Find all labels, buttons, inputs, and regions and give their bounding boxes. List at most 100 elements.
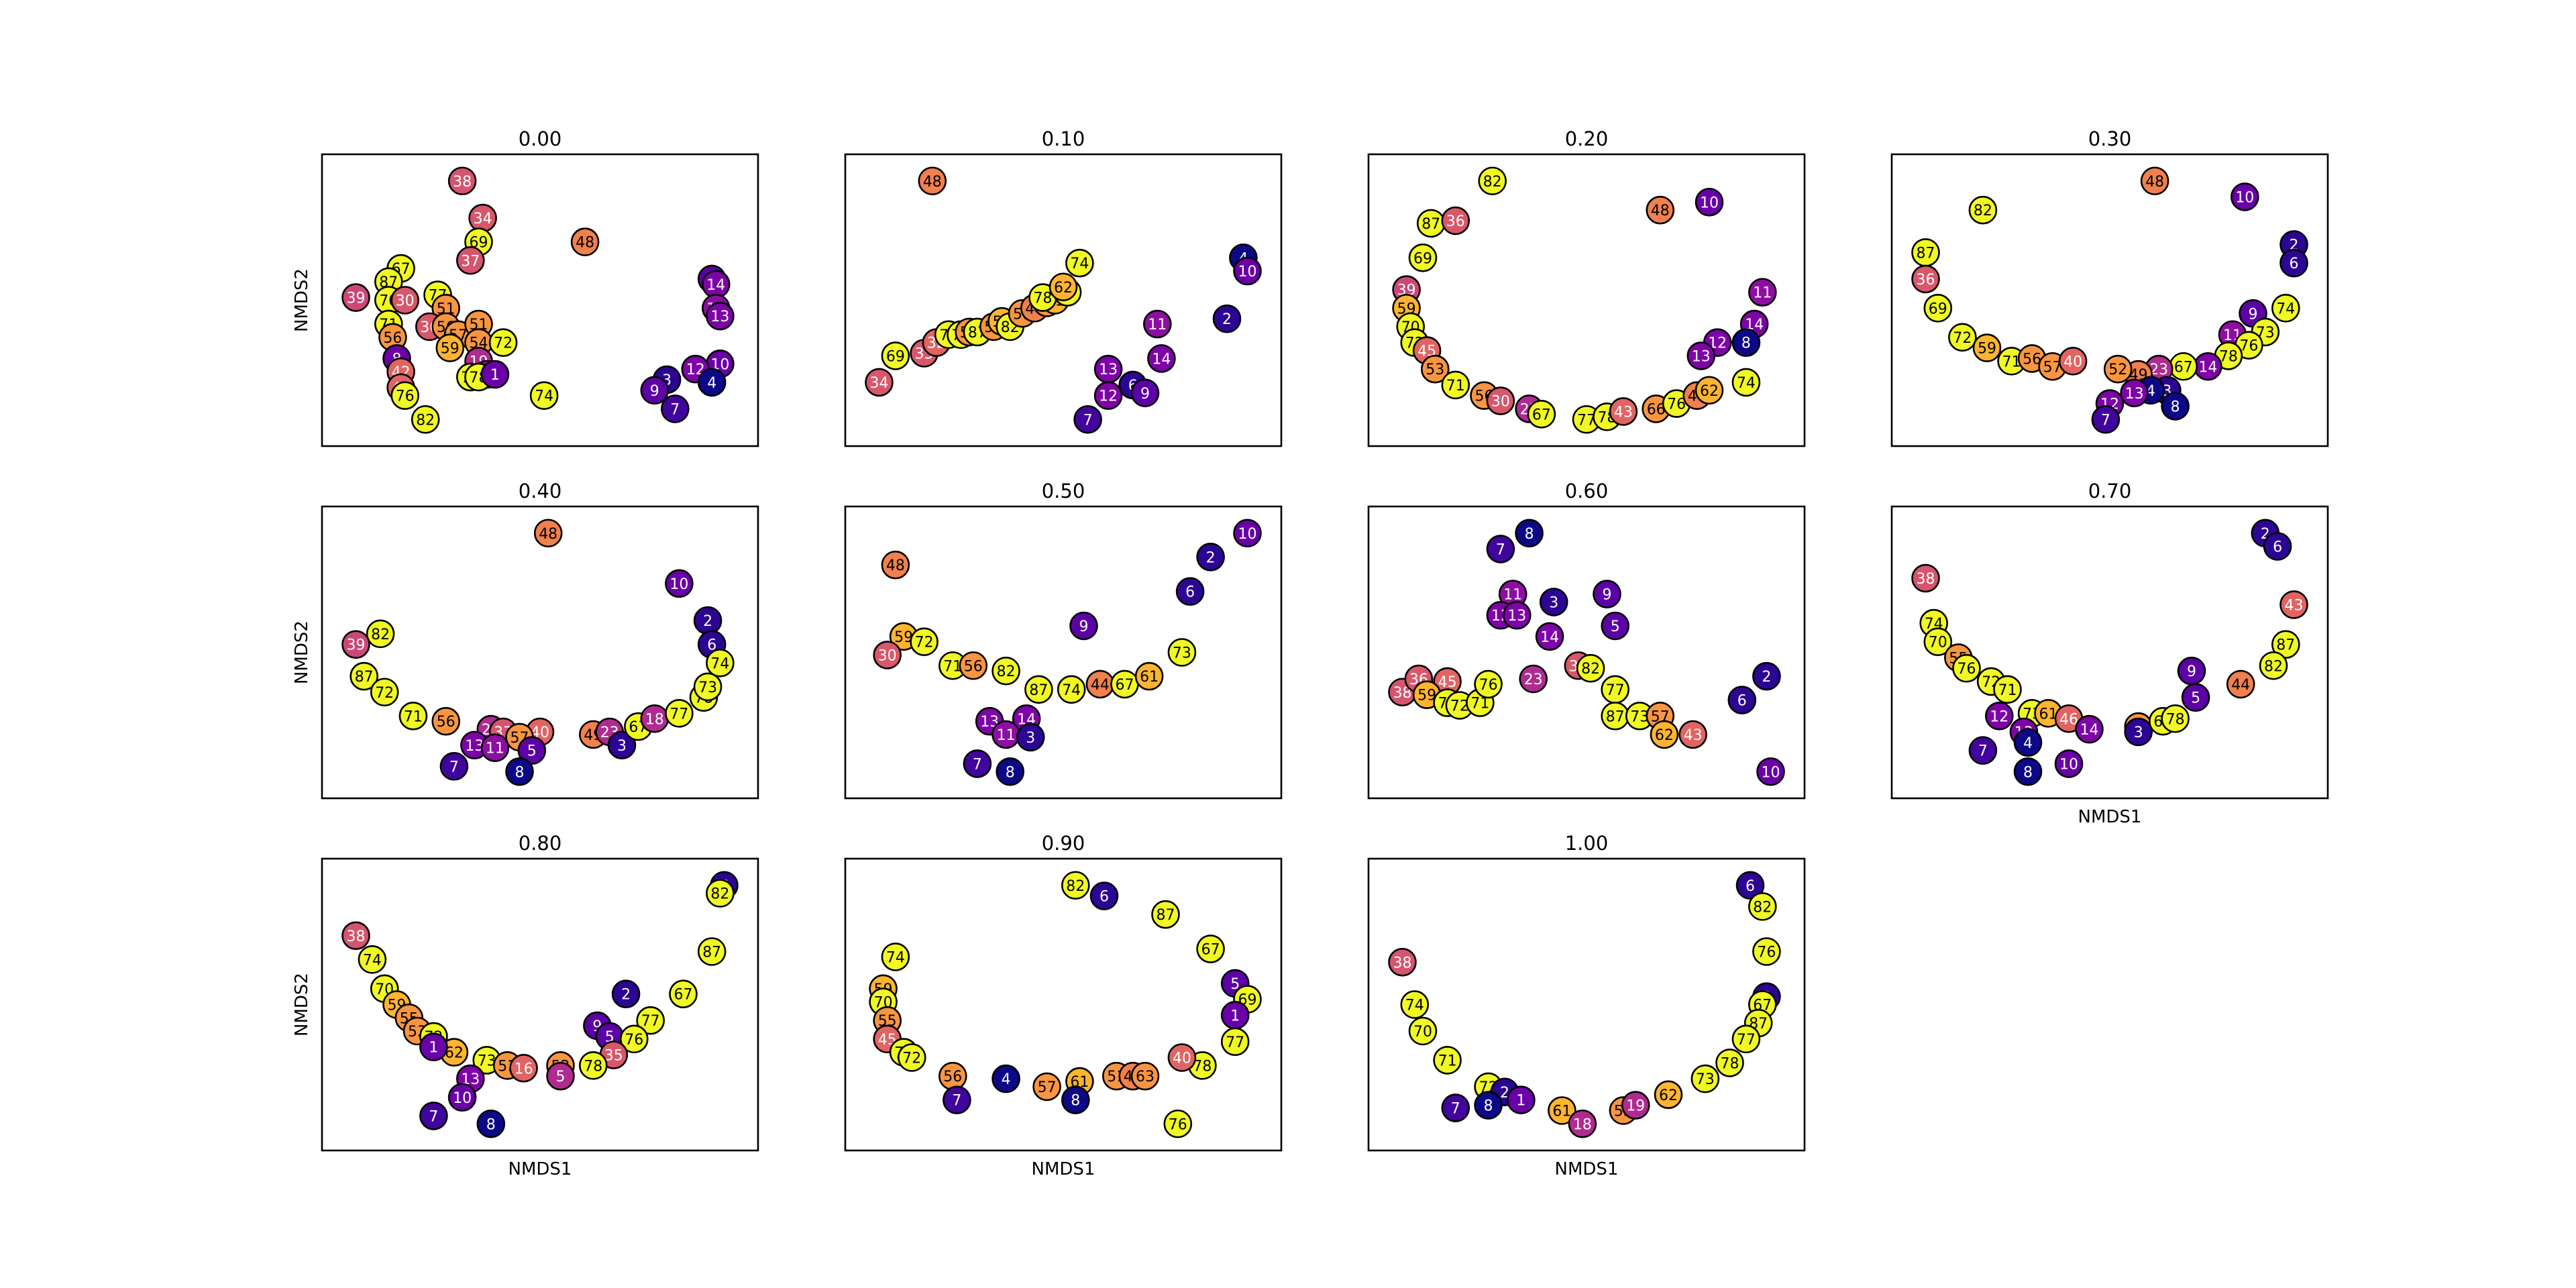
point-label: 39 [347, 290, 366, 307]
scatter-point: 13 [460, 731, 489, 760]
scatter-point: 39 [341, 283, 370, 312]
point-marker [1678, 720, 1707, 749]
point-marker [2091, 405, 2121, 434]
point-marker [873, 641, 902, 669]
point-label: 78 [1034, 290, 1053, 307]
scatter-point: 56 [959, 651, 988, 680]
scatter-point: 18 [640, 704, 669, 733]
scatter-point: 74 [358, 945, 387, 974]
point-marker [1069, 611, 1098, 641]
point-label: 14 [1152, 351, 1171, 368]
scatter-point: 48 [881, 550, 910, 580]
scatter-point: 48 [1646, 195, 1675, 225]
point-marker [1061, 1085, 1090, 1114]
point-marker [1548, 1096, 1576, 1125]
scatter-point: 72 [910, 627, 938, 657]
scatter-point: 14 [2075, 714, 2104, 744]
point-label: 4 [707, 375, 716, 392]
point-marker [665, 569, 694, 598]
scatter-point: 13 [706, 301, 735, 331]
point-marker [529, 381, 559, 411]
scatter-point: 76 [1952, 653, 1981, 683]
point-marker [1032, 1072, 1061, 1102]
point-marker [1727, 686, 1757, 714]
point-label: 82 [416, 412, 435, 429]
scatter-point: 69 [1923, 294, 1953, 323]
point-label: 3 [617, 738, 627, 755]
scatter-point: 37 [455, 246, 485, 275]
point-marker [1233, 519, 1262, 548]
scatter-point: 72 [488, 328, 518, 358]
point-marker [660, 394, 690, 423]
scatter-point: 19 [1621, 1091, 1650, 1120]
point-label: 45 [1438, 674, 1457, 691]
point-label: 8 [2023, 764, 2033, 781]
scatter-point: 13 [1093, 354, 1123, 384]
scatter-point: 82 [991, 656, 1020, 686]
point-marker [706, 301, 735, 331]
point-label: 87 [702, 945, 721, 961]
point-marker [1093, 381, 1123, 411]
scatter-point: 73 [1690, 1064, 1720, 1093]
point-marker [546, 1061, 575, 1091]
panel-title: 0.50 [1042, 480, 1085, 502]
scatter-point: 72 [898, 1043, 926, 1072]
point-label: 12 [1990, 708, 2008, 725]
point-label: 11 [486, 741, 504, 757]
point-marker [1911, 564, 1940, 593]
point-label: 48 [886, 557, 905, 574]
scatter-point: 87 [1416, 209, 1446, 238]
scatter-point: 36 [1911, 264, 1940, 294]
scatter-point: 74 [529, 381, 559, 411]
point-marker [1752, 937, 1781, 966]
scatter-point: 13 [1503, 600, 1532, 630]
y-axis-label: NMDS2 [292, 621, 312, 684]
scatter-point: 23 [1519, 664, 1548, 694]
point-label: 61 [1552, 1104, 1571, 1120]
point-label: 5 [1611, 619, 1620, 635]
point-label: 38 [453, 174, 472, 191]
point-label: 77 [1606, 682, 1625, 699]
point-label: 40 [2063, 354, 2082, 370]
point-label: 74 [363, 952, 382, 969]
scatter-point: 2 [611, 979, 641, 1008]
point-label: 69 [1929, 301, 1947, 317]
point-label: 10 [669, 576, 688, 593]
point-marker [2181, 683, 2210, 712]
axes-frame [321, 505, 759, 800]
point-marker [1441, 1093, 1470, 1122]
point-label: 67 [1532, 407, 1551, 423]
point-label: 74 [886, 949, 905, 966]
point-marker [1474, 669, 1503, 699]
scatter-point: 9 [1130, 378, 1160, 408]
scatter-point: 38 [447, 166, 477, 196]
point-marker [1593, 580, 1621, 608]
point-label: 7 [1978, 743, 1988, 760]
point-marker [1486, 386, 1515, 415]
scatter-point: 69 [1408, 243, 1438, 272]
point-marker [1527, 400, 1556, 429]
scatter-point: 87 [1601, 702, 1629, 731]
scatter-point: 57 [1032, 1072, 1061, 1102]
scatter-point: 63 [1130, 1061, 1160, 1091]
axes-frame [1367, 857, 1806, 1152]
point-marker [943, 1085, 971, 1114]
scatter-point: 69 [881, 341, 910, 370]
point-label: 71 [404, 708, 423, 725]
panel-title: 0.90 [1042, 832, 1085, 855]
point-marker [435, 333, 465, 362]
point-marker [963, 749, 992, 778]
point-marker [1911, 264, 1940, 294]
point-label: 9 [650, 383, 659, 400]
point-label: 82 [371, 627, 390, 643]
point-marker [2279, 590, 2308, 619]
point-label: 40 [1173, 1051, 1191, 1067]
point-label: 18 [1573, 1116, 1592, 1133]
panel-title: 0.20 [1565, 127, 1609, 150]
scatter-point: 71 [1997, 347, 2026, 376]
point-label: 7 [1083, 412, 1093, 429]
point-label: 67 [2174, 359, 2193, 376]
scatter-point: 7 [660, 394, 690, 423]
